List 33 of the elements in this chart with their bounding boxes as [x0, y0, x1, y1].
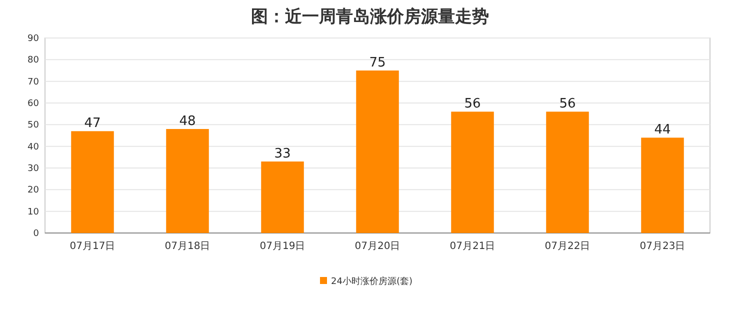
y-tick-label: 0: [33, 229, 40, 239]
bar: [546, 112, 589, 233]
y-tick-label: 50: [28, 120, 40, 131]
legend-label: 24小时涨价房源(套): [331, 276, 412, 287]
x-tick-label: 07月20日: [354, 241, 400, 252]
bar: [261, 162, 304, 233]
y-tick-label: 70: [28, 77, 40, 88]
x-tick-label: 07月21日: [450, 241, 496, 252]
x-tick-label: 07月23日: [640, 241, 686, 252]
x-tick-label: 07月22日: [544, 241, 590, 252]
bar: [71, 131, 114, 233]
y-tick-label: 20: [28, 186, 40, 196]
bar: [356, 70, 399, 233]
y-tick-label: 80: [28, 56, 40, 66]
x-tick-label: 07月18日: [164, 241, 210, 252]
x-tick-label: 07月17日: [70, 241, 116, 252]
y-tick-label: 60: [28, 99, 40, 109]
data-label: 56: [559, 96, 576, 112]
data-label: 48: [179, 114, 196, 129]
x-tick-label: 07月19日: [260, 241, 306, 252]
data-label: 44: [654, 122, 671, 138]
bar: [166, 129, 209, 233]
data-label: 56: [464, 96, 481, 112]
bar: [451, 112, 494, 233]
data-label: 33: [274, 146, 291, 162]
y-tick-label: 90: [28, 34, 40, 44]
chart-title: 图：近一周青岛涨价房源量走势: [251, 7, 489, 27]
data-label: 75: [369, 56, 386, 70]
data-label: 47: [84, 116, 101, 132]
y-tick-label: 10: [28, 207, 40, 218]
y-tick-label: 30: [28, 164, 40, 174]
y-tick-label: 40: [28, 142, 40, 152]
bar: [641, 138, 684, 233]
